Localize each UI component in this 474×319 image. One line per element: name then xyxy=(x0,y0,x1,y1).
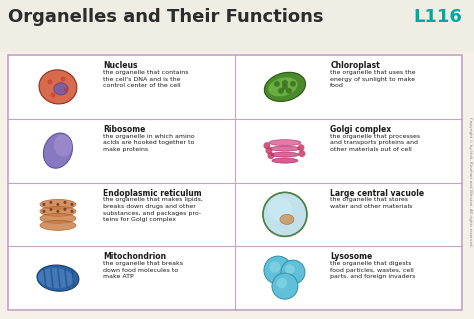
Ellipse shape xyxy=(40,199,76,209)
Circle shape xyxy=(277,278,287,288)
Ellipse shape xyxy=(40,213,76,223)
Text: Large central vacuole: Large central vacuole xyxy=(330,189,424,197)
Ellipse shape xyxy=(40,206,76,216)
Ellipse shape xyxy=(39,70,77,104)
Circle shape xyxy=(298,144,304,151)
Text: Nucleus: Nucleus xyxy=(103,61,138,70)
Text: Chloroplast: Chloroplast xyxy=(330,61,380,70)
Text: L116: L116 xyxy=(413,8,462,26)
Circle shape xyxy=(272,273,298,299)
Circle shape xyxy=(264,256,292,284)
Circle shape xyxy=(71,203,73,206)
Ellipse shape xyxy=(38,268,74,288)
Circle shape xyxy=(43,203,46,206)
Circle shape xyxy=(61,76,65,81)
Circle shape xyxy=(64,87,68,93)
Circle shape xyxy=(64,201,66,204)
Ellipse shape xyxy=(44,133,73,168)
Circle shape xyxy=(285,264,295,274)
Text: the organelle that contains
the cell's DNA and is the
control center of the cell: the organelle that contains the cell's D… xyxy=(103,70,189,88)
Circle shape xyxy=(267,152,274,159)
Text: Endoplasmic reticulum: Endoplasmic reticulum xyxy=(103,189,202,197)
Ellipse shape xyxy=(272,158,298,163)
Circle shape xyxy=(269,262,281,273)
Circle shape xyxy=(268,197,292,221)
Circle shape xyxy=(290,81,296,87)
Text: the organelle that processes
and transports proteins and
other materials out of : the organelle that processes and transpo… xyxy=(330,134,420,152)
Text: Golgi complex: Golgi complex xyxy=(330,125,392,134)
Ellipse shape xyxy=(40,220,76,230)
Text: Ribosome: Ribosome xyxy=(103,125,146,134)
Ellipse shape xyxy=(270,146,300,151)
Text: Mitochondrion: Mitochondrion xyxy=(103,252,166,261)
Text: the organelle that breaks
down food molecules to
make ATP: the organelle that breaks down food mole… xyxy=(103,261,183,279)
Text: the organelle that uses the
energy of sunlight to make
food: the organelle that uses the energy of su… xyxy=(330,70,416,88)
Text: Copyright © by Holt, Rinehart and Winston. All rights reserved.: Copyright © by Holt, Rinehart and Winsto… xyxy=(468,117,472,247)
Circle shape xyxy=(281,260,305,284)
Ellipse shape xyxy=(37,265,79,291)
Ellipse shape xyxy=(264,72,306,101)
Text: the organelle that makes lipids,
breaks down drugs and other
substances, and pac: the organelle that makes lipids, breaks … xyxy=(103,197,203,222)
Circle shape xyxy=(56,210,59,213)
Circle shape xyxy=(49,201,53,204)
Ellipse shape xyxy=(280,214,294,224)
Circle shape xyxy=(56,203,59,206)
Ellipse shape xyxy=(269,140,301,146)
Text: the organelle in which amino
acids are hooked together to
make proteins: the organelle in which amino acids are h… xyxy=(103,134,195,152)
Ellipse shape xyxy=(271,152,299,157)
Circle shape xyxy=(263,192,307,236)
Text: the organelle that digests
food particles, wastes, cell
parts, and foreign invad: the organelle that digests food particle… xyxy=(330,261,416,279)
Circle shape xyxy=(50,93,55,97)
Circle shape xyxy=(64,208,66,211)
FancyBboxPatch shape xyxy=(0,0,474,52)
Circle shape xyxy=(264,142,271,149)
FancyBboxPatch shape xyxy=(8,55,462,310)
Ellipse shape xyxy=(268,77,298,96)
Circle shape xyxy=(49,208,53,211)
Text: Organelles and Their Functions: Organelles and Their Functions xyxy=(8,8,323,26)
Ellipse shape xyxy=(54,83,68,95)
Ellipse shape xyxy=(54,135,72,157)
Circle shape xyxy=(265,147,273,154)
Text: Lysosome: Lysosome xyxy=(330,252,373,261)
Circle shape xyxy=(43,210,46,213)
Circle shape xyxy=(278,88,284,94)
Circle shape xyxy=(282,84,288,90)
Circle shape xyxy=(282,80,288,86)
Circle shape xyxy=(299,150,305,157)
Circle shape xyxy=(47,79,53,84)
Circle shape xyxy=(71,210,73,213)
Circle shape xyxy=(274,81,280,87)
Circle shape xyxy=(286,88,292,94)
Text: the organelle that stores
water and other materials: the organelle that stores water and othe… xyxy=(330,197,413,209)
